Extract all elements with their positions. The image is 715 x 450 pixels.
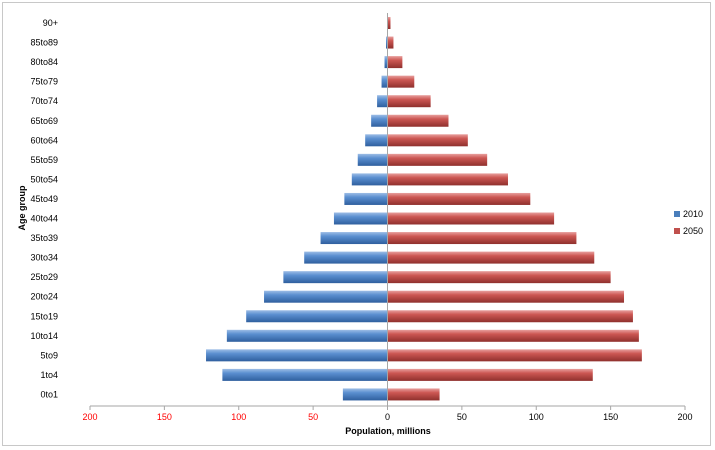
category-label: 40to44 xyxy=(30,214,58,224)
category-label: 75to79 xyxy=(30,77,58,87)
legend-swatch-2010 xyxy=(674,211,680,217)
bar-2050-20to24 xyxy=(387,290,625,303)
category-label: 65to69 xyxy=(30,116,58,126)
bar-2050-90+ xyxy=(387,17,391,29)
bar-2050-30to34 xyxy=(387,251,595,264)
category-label: 50to54 xyxy=(30,174,58,184)
bar-2050-65to69 xyxy=(387,114,449,127)
x-tick-label: 100 xyxy=(231,412,246,422)
category-label: 0to1 xyxy=(40,389,58,399)
bar-2010-35to39 xyxy=(320,232,388,245)
bar-2050-80to84 xyxy=(387,56,403,69)
chart-frame: 200 150 100 50 0 50 100 150 200 0to1 1to4 5to9 10to1… xyxy=(2,2,711,446)
category-label: 1to4 xyxy=(40,370,58,380)
category-label: 35to39 xyxy=(30,233,58,243)
category-label: 80to84 xyxy=(30,57,58,67)
bar-2010-60to64 xyxy=(365,134,388,147)
bar-2050-25to29 xyxy=(387,271,611,284)
category-label: 15to19 xyxy=(30,311,58,321)
bar-2050-75to79 xyxy=(387,75,415,88)
legend: 2010 2050 xyxy=(674,209,703,236)
population-pyramid-chart: 200 150 100 50 0 50 100 150 200 0to1 1to4 5to9 10to1… xyxy=(17,13,703,436)
bar-2050-10to14 xyxy=(387,329,639,342)
category-label: 60to64 xyxy=(30,135,58,145)
bar-2010-30to34 xyxy=(304,251,388,264)
category-label: 85to89 xyxy=(30,38,58,48)
legend-swatch-2050 xyxy=(674,228,680,234)
y-axis-title: Age group xyxy=(17,185,27,230)
bar-2010-25to29 xyxy=(283,271,388,284)
bar-2010-0to1 xyxy=(342,388,388,401)
bar-2010-1to4 xyxy=(222,368,388,381)
bar-2050-50to54 xyxy=(387,173,508,186)
bar-2010-75to79 xyxy=(381,75,388,88)
category-label: 70to74 xyxy=(30,96,58,106)
x-tick-label: 50 xyxy=(308,412,318,422)
legend-label-2050: 2050 xyxy=(683,226,703,236)
x-axis-title: Population, millions xyxy=(345,426,431,436)
category-label: 45to49 xyxy=(30,194,58,204)
bar-2050-1to4 xyxy=(387,368,593,381)
bar-2010-10to14 xyxy=(226,329,388,342)
x-tick-label: 150 xyxy=(157,412,172,422)
bar-2010-15to19 xyxy=(246,310,388,323)
bar-2010-45to49 xyxy=(344,192,388,205)
category-label: 10to14 xyxy=(30,331,58,341)
bar-2010-5to9 xyxy=(206,349,388,362)
legend-label-2010: 2010 xyxy=(683,209,703,219)
bar-2050-70to74 xyxy=(387,95,431,108)
bar-2050-0to1 xyxy=(387,388,440,401)
x-tick-label: 0 xyxy=(385,412,390,422)
bar-2010-55to59 xyxy=(357,153,388,166)
bar-2010-85to89 xyxy=(386,36,388,49)
bar-2050-55to59 xyxy=(387,153,488,166)
bar-2050-60to64 xyxy=(387,134,468,147)
bar-2050-15to19 xyxy=(387,310,633,323)
bar-2010-40to44 xyxy=(333,212,388,225)
bar-2010-20to24 xyxy=(264,290,388,303)
category-label: 90+ xyxy=(43,18,58,28)
bar-2050-5to9 xyxy=(387,349,642,362)
bar-2010-70to74 xyxy=(377,95,388,108)
x-tick-label: 200 xyxy=(82,412,97,422)
category-label: 5to9 xyxy=(40,350,58,360)
bar-2050-40to44 xyxy=(387,212,555,225)
category-label: 30to34 xyxy=(30,253,58,263)
x-tick-label: 50 xyxy=(457,412,467,422)
bar-2050-85to89 xyxy=(387,36,394,49)
bar-2010-80to84 xyxy=(384,56,388,69)
category-label: 25to29 xyxy=(30,272,58,282)
bar-2010-50to54 xyxy=(351,173,388,186)
bar-2010-65to69 xyxy=(371,114,388,127)
x-tick-label: 150 xyxy=(603,412,618,422)
bar-2050-35to39 xyxy=(387,232,577,245)
x-tick-label: 100 xyxy=(529,412,544,422)
x-tick-label: 200 xyxy=(677,412,692,422)
bar-2050-45to49 xyxy=(387,192,531,205)
category-label: 20to24 xyxy=(30,292,58,302)
category-label: 55to59 xyxy=(30,155,58,165)
